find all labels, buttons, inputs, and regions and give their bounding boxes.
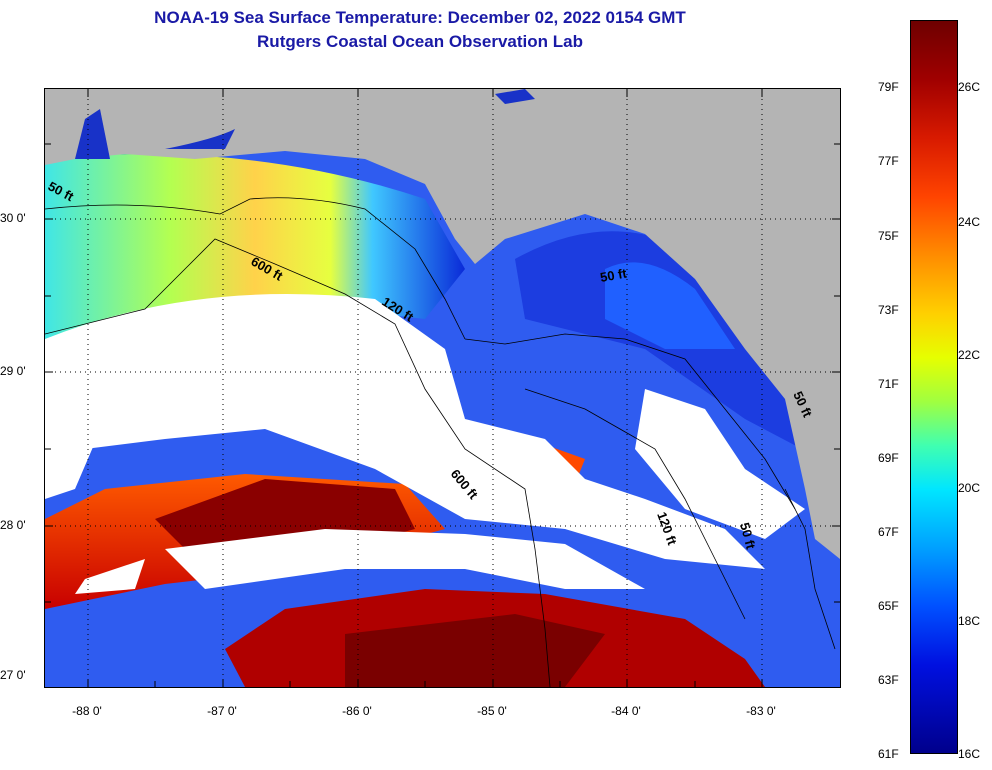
colorbar-label-61f: 61F [878, 747, 899, 761]
lon-label-86: -86 0' [342, 704, 372, 718]
colorbar-label-65f: 65F [878, 599, 899, 613]
lat-label-27: 27 0' [0, 668, 26, 682]
colorbar-label-71f: 71F [878, 377, 899, 391]
colorbar-label-75f: 75F [878, 229, 899, 243]
colorbar-label-24c: 24C [958, 215, 981, 229]
lat-label-29: 29 0' [0, 364, 26, 378]
contour-label-50ft-east: 50 ft [599, 265, 629, 285]
bathymetry-contours [45, 197, 836, 687]
map-title: NOAA-19 Sea Surface Temperature: Decembe… [154, 8, 686, 27]
colorbar-label-63f: 63F [878, 673, 899, 687]
map-subtitle: Rutgers Coastal Ocean Observation Lab [257, 32, 583, 51]
colorbar-label-69f: 69F [878, 451, 899, 465]
colorbar-label-16c: 16C [958, 747, 981, 761]
lon-label-88: -88 0' [72, 704, 102, 718]
colorbar-label-67f: 67F [878, 525, 899, 539]
land-layer [45, 89, 840, 559]
colorbar-label-79f: 79F [878, 80, 899, 94]
colorbar-label-18c: 18C [958, 614, 981, 628]
colorbar-label-77f: 77F [878, 154, 899, 168]
sst-map[interactable]: 50 ft 600 ft 120 ft 50 ft 600 ft 120 ft … [44, 88, 841, 688]
tick-marks [45, 89, 840, 687]
colorbar-label-20c: 20C [958, 481, 981, 495]
lon-label-87: -87 0' [207, 704, 237, 718]
lon-label-84: -84 0' [611, 704, 641, 718]
colorbar-label-26c: 26C [958, 80, 981, 94]
lon-label-83: -83 0' [746, 704, 776, 718]
colorbar-label-22c: 22C [958, 348, 981, 362]
lon-label-85: -85 0' [477, 704, 507, 718]
temperature-colorbar [910, 20, 958, 754]
title-block: NOAA-19 Sea Surface Temperature: Decembe… [0, 6, 840, 54]
lat-label-28: 28 0' [0, 518, 26, 532]
lat-label-30: 30 0' [0, 211, 26, 225]
contour-label-50ft-c: 50 ft [737, 521, 759, 551]
cloud-layer [45, 294, 805, 594]
colorbar-label-73f: 73F [878, 303, 899, 317]
